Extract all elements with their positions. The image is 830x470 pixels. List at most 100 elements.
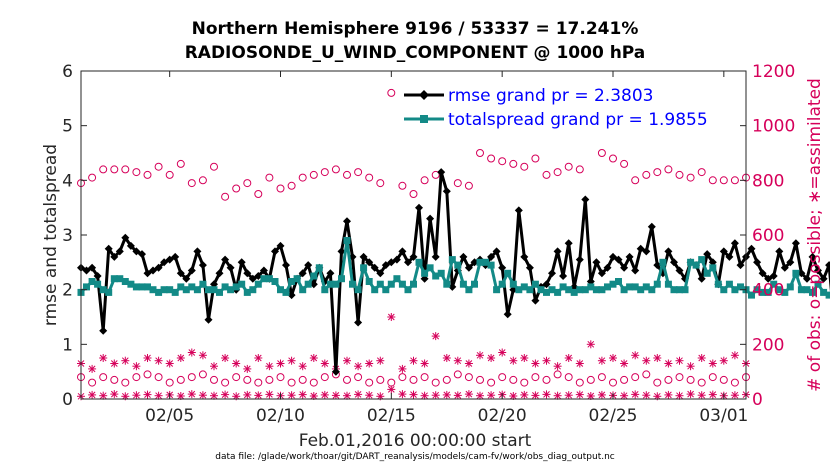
obs-possible-point [520, 378, 529, 387]
rmse-point [559, 272, 568, 280]
obs-assimilated-point [719, 356, 728, 365]
obs-assimilated-point [464, 359, 473, 368]
obs-assimilated-point [642, 391, 651, 400]
obs-assimilated-point [631, 351, 640, 360]
obs-assimilated-point [376, 392, 385, 401]
totalspread-point [637, 286, 645, 294]
rmse-point [636, 244, 645, 253]
rmse-point [110, 252, 119, 261]
rmse-point [276, 241, 285, 250]
totalspread-point [604, 283, 611, 291]
obs-possible-point [620, 159, 629, 168]
obs-assimilated-point [331, 391, 340, 400]
obs-assimilated-point [520, 354, 529, 362]
obs-assimilated-point [176, 354, 185, 362]
obs-assimilated-point [420, 359, 429, 368]
totalspread-point [326, 280, 334, 288]
rmse-point [719, 247, 728, 256]
totalspread-point [393, 275, 401, 283]
totalspread-point [193, 286, 201, 294]
rmse-point [176, 269, 185, 278]
totalspread-point [786, 283, 794, 291]
totalspread-point [155, 288, 163, 296]
y-right-tick-label: 400 [752, 281, 784, 301]
totalspread-point [581, 286, 589, 294]
totalspread-point [615, 278, 622, 285]
obs-possible-point [387, 88, 396, 97]
obs-assimilated-point [309, 392, 318, 400]
obs-assimilated-point [132, 391, 141, 400]
obs-possible-point [243, 375, 252, 384]
obs-possible-point [354, 373, 363, 382]
obs-possible-point [210, 375, 218, 384]
totalspread-point [199, 280, 207, 288]
obs-possible-point [132, 168, 141, 177]
obs-assimilated-point [365, 359, 374, 368]
totalspread-point [304, 280, 312, 288]
rmse-point [415, 203, 423, 212]
rmse-point [248, 274, 257, 283]
obs-possible-point [232, 373, 241, 382]
totalspread-point [177, 283, 185, 291]
totalspread-point [814, 280, 822, 288]
obs-possible-point [697, 378, 706, 387]
rmse-point [775, 247, 784, 256]
y-right-tick-label: 200 [752, 335, 784, 355]
obs-assimilated-point [320, 359, 329, 368]
obs-possible-point [343, 170, 351, 179]
legend-spread-marker [420, 115, 428, 123]
obs-assimilated-point [498, 348, 507, 357]
x-tick-label: 02/20 [478, 406, 527, 426]
obs-possible-point [719, 375, 728, 384]
totalspread-point [365, 278, 373, 285]
totalspread-point [770, 280, 778, 288]
obs-possible-point [365, 378, 374, 387]
totalspread-point [293, 275, 301, 283]
obs-assimilated-point [553, 391, 562, 400]
obs-possible-point [509, 375, 518, 384]
totalspread-point [592, 286, 600, 294]
obs-possible-point [520, 162, 529, 171]
obs-possible-point [365, 173, 374, 182]
obs-possible-point [620, 375, 629, 384]
obs-possible-point [298, 375, 307, 384]
obs-possible-point [686, 375, 695, 384]
totalspread-point [171, 288, 179, 296]
obs-possible-point [376, 375, 385, 384]
obs-possible-point [121, 165, 130, 174]
obs-possible-point [542, 375, 551, 384]
totalspread-point [210, 286, 218, 294]
obs-assimilated-point [453, 356, 462, 365]
rmse-point [282, 261, 290, 270]
totalspread-point [321, 286, 329, 294]
obs-assimilated-point [132, 362, 141, 371]
obs-assimilated-point [309, 354, 318, 362]
totalspread-point [809, 288, 816, 296]
rmse-point [670, 258, 678, 267]
obs-assimilated-point [675, 391, 684, 400]
obs-assimilated-point [88, 390, 97, 399]
rmse-point [642, 247, 651, 256]
y-tick-label: 6 [62, 62, 73, 82]
obs-possible-point [464, 181, 473, 190]
totalspread-point [421, 269, 429, 277]
obs-possible-point [719, 176, 728, 185]
obs-assimilated-point [187, 348, 196, 357]
obs-assimilated-point [243, 364, 252, 373]
rmse-point [592, 258, 601, 267]
rmse-point [115, 247, 124, 256]
obs-possible-point [331, 165, 340, 174]
obs-possible-point [509, 159, 518, 168]
totalspread-point [332, 280, 340, 288]
obs-assimilated-point [221, 390, 230, 399]
obs-assimilated-point [609, 354, 617, 362]
totalspread-point [132, 283, 140, 291]
rmse-point [614, 255, 623, 264]
rmse-point [370, 263, 379, 272]
obs-possible-point [487, 378, 496, 387]
obs-assimilated-point [542, 390, 551, 399]
rmse-point [226, 263, 235, 272]
y-right-tick-label: 600 [752, 226, 784, 246]
totalspread-point [116, 275, 124, 283]
rmse-point [814, 266, 822, 275]
